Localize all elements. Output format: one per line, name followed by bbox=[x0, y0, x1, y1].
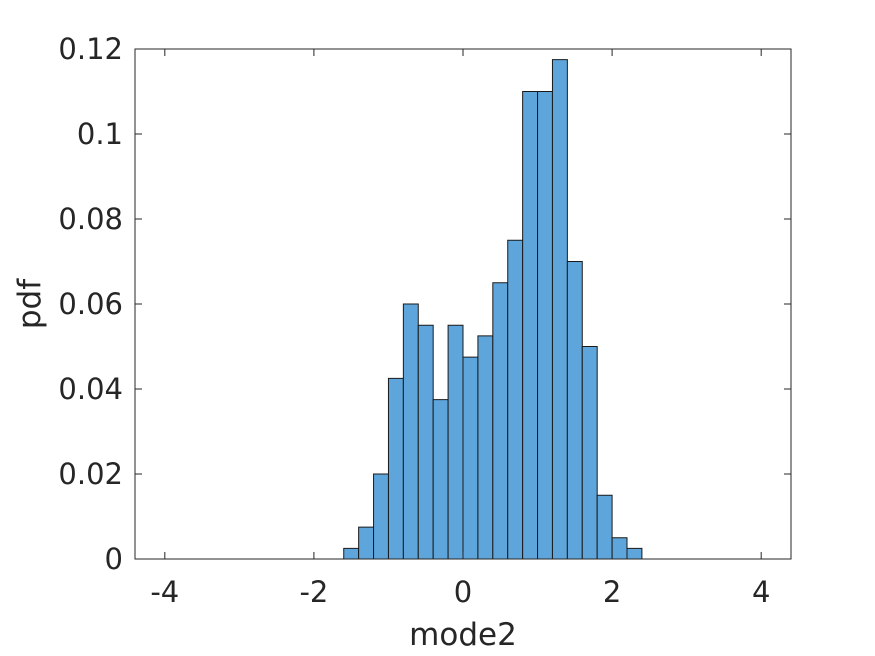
histogram-bar bbox=[566, 261, 583, 560]
axis-ticks: -4 -2 0 2 4 0 0.02 0.04 0.06 0.08 0.1 0.12 bbox=[58, 32, 791, 609]
y-tick-label: 0.06 bbox=[58, 287, 123, 321]
histogram-bar bbox=[537, 91, 553, 560]
histogram-bar bbox=[432, 399, 449, 560]
histogram-bar bbox=[417, 324, 434, 560]
histogram-bar bbox=[447, 324, 464, 560]
y-tick-label: 0.04 bbox=[58, 372, 123, 406]
histogram-bar bbox=[402, 303, 419, 560]
y-tick-label: 0.08 bbox=[58, 202, 123, 236]
histogram-bar bbox=[596, 494, 613, 560]
histogram-bar bbox=[581, 346, 598, 560]
histogram-bar bbox=[492, 282, 509, 560]
histogram-bar bbox=[626, 547, 643, 560]
histogram-bar bbox=[611, 537, 628, 560]
x-tick-label: 4 bbox=[752, 575, 770, 609]
histogram-bar bbox=[387, 377, 404, 560]
y-axis-label: pdf bbox=[12, 278, 48, 329]
x-tick-label: -2 bbox=[299, 575, 328, 609]
histogram-bar bbox=[373, 473, 389, 560]
y-tick-label: 0.02 bbox=[58, 457, 123, 491]
x-tick-label: 0 bbox=[454, 575, 472, 609]
y-tick-label: 0.1 bbox=[77, 117, 123, 151]
histogram-bar bbox=[507, 239, 524, 560]
histogram-bar bbox=[343, 547, 360, 560]
y-tick-label: 0.12 bbox=[58, 32, 123, 66]
histogram-bar bbox=[551, 59, 568, 560]
y-tick-label: 0 bbox=[105, 542, 123, 576]
histogram-bar bbox=[462, 356, 479, 560]
x-tick-label: 2 bbox=[603, 575, 621, 609]
histogram-bar bbox=[477, 335, 494, 560]
x-axis-label: mode2 bbox=[409, 617, 517, 653]
histogram-bar bbox=[358, 526, 375, 560]
histogram-bar bbox=[522, 91, 539, 560]
x-tick-label: -4 bbox=[150, 575, 179, 609]
histogram-bars bbox=[164, 59, 762, 560]
